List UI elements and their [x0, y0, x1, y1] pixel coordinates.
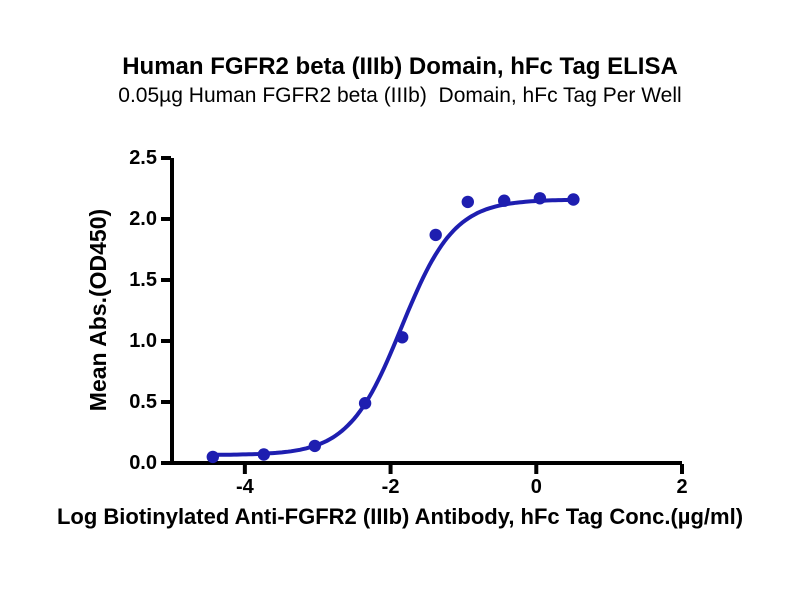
data-point	[308, 439, 321, 453]
y-tick-label: 1.0	[129, 330, 157, 352]
data-point	[461, 195, 474, 209]
x-tick-label: -4	[235, 476, 254, 498]
chart-subtitle: 0.05µg Human FGFR2 beta (IIIb) Domain, h…	[118, 84, 682, 107]
x-axis-label: Log Biotinylated Anti-FGFR2 (IIIb) Antib…	[56, 504, 744, 529]
data-point	[567, 193, 580, 206]
y-tick-label: 0.5	[129, 391, 157, 413]
x-tick-label: 0	[530, 476, 542, 498]
data-point	[257, 448, 270, 461]
data-point	[498, 194, 511, 207]
data-point	[206, 450, 219, 464]
y-tick-label: 0.0	[129, 452, 157, 474]
y-tick-label: 1.5	[129, 269, 157, 291]
x-tick-label: 2	[676, 476, 688, 498]
fit-curve	[210, 197, 576, 457]
y-tick-label: 2.5	[129, 147, 157, 169]
chart-title: Human FGFR2 beta (IIIb) Domain, hFc Tag …	[122, 53, 678, 80]
data-point	[396, 331, 409, 344]
data-point	[358, 397, 372, 410]
x-tick-label: -2	[381, 476, 400, 498]
y-tick-label: 2.0	[129, 208, 157, 230]
data-point	[429, 228, 442, 242]
data-point	[533, 192, 547, 205]
axis-frame	[170, 158, 682, 465]
